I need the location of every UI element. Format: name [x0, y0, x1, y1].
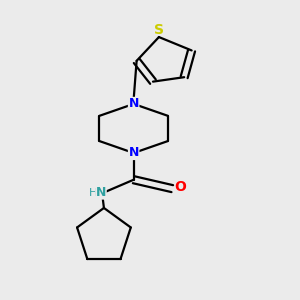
Text: O: O [175, 180, 187, 194]
Text: H: H [89, 188, 97, 197]
Text: S: S [154, 22, 164, 37]
Text: N: N [128, 98, 139, 110]
Text: N: N [128, 146, 139, 160]
Text: N: N [96, 186, 106, 199]
